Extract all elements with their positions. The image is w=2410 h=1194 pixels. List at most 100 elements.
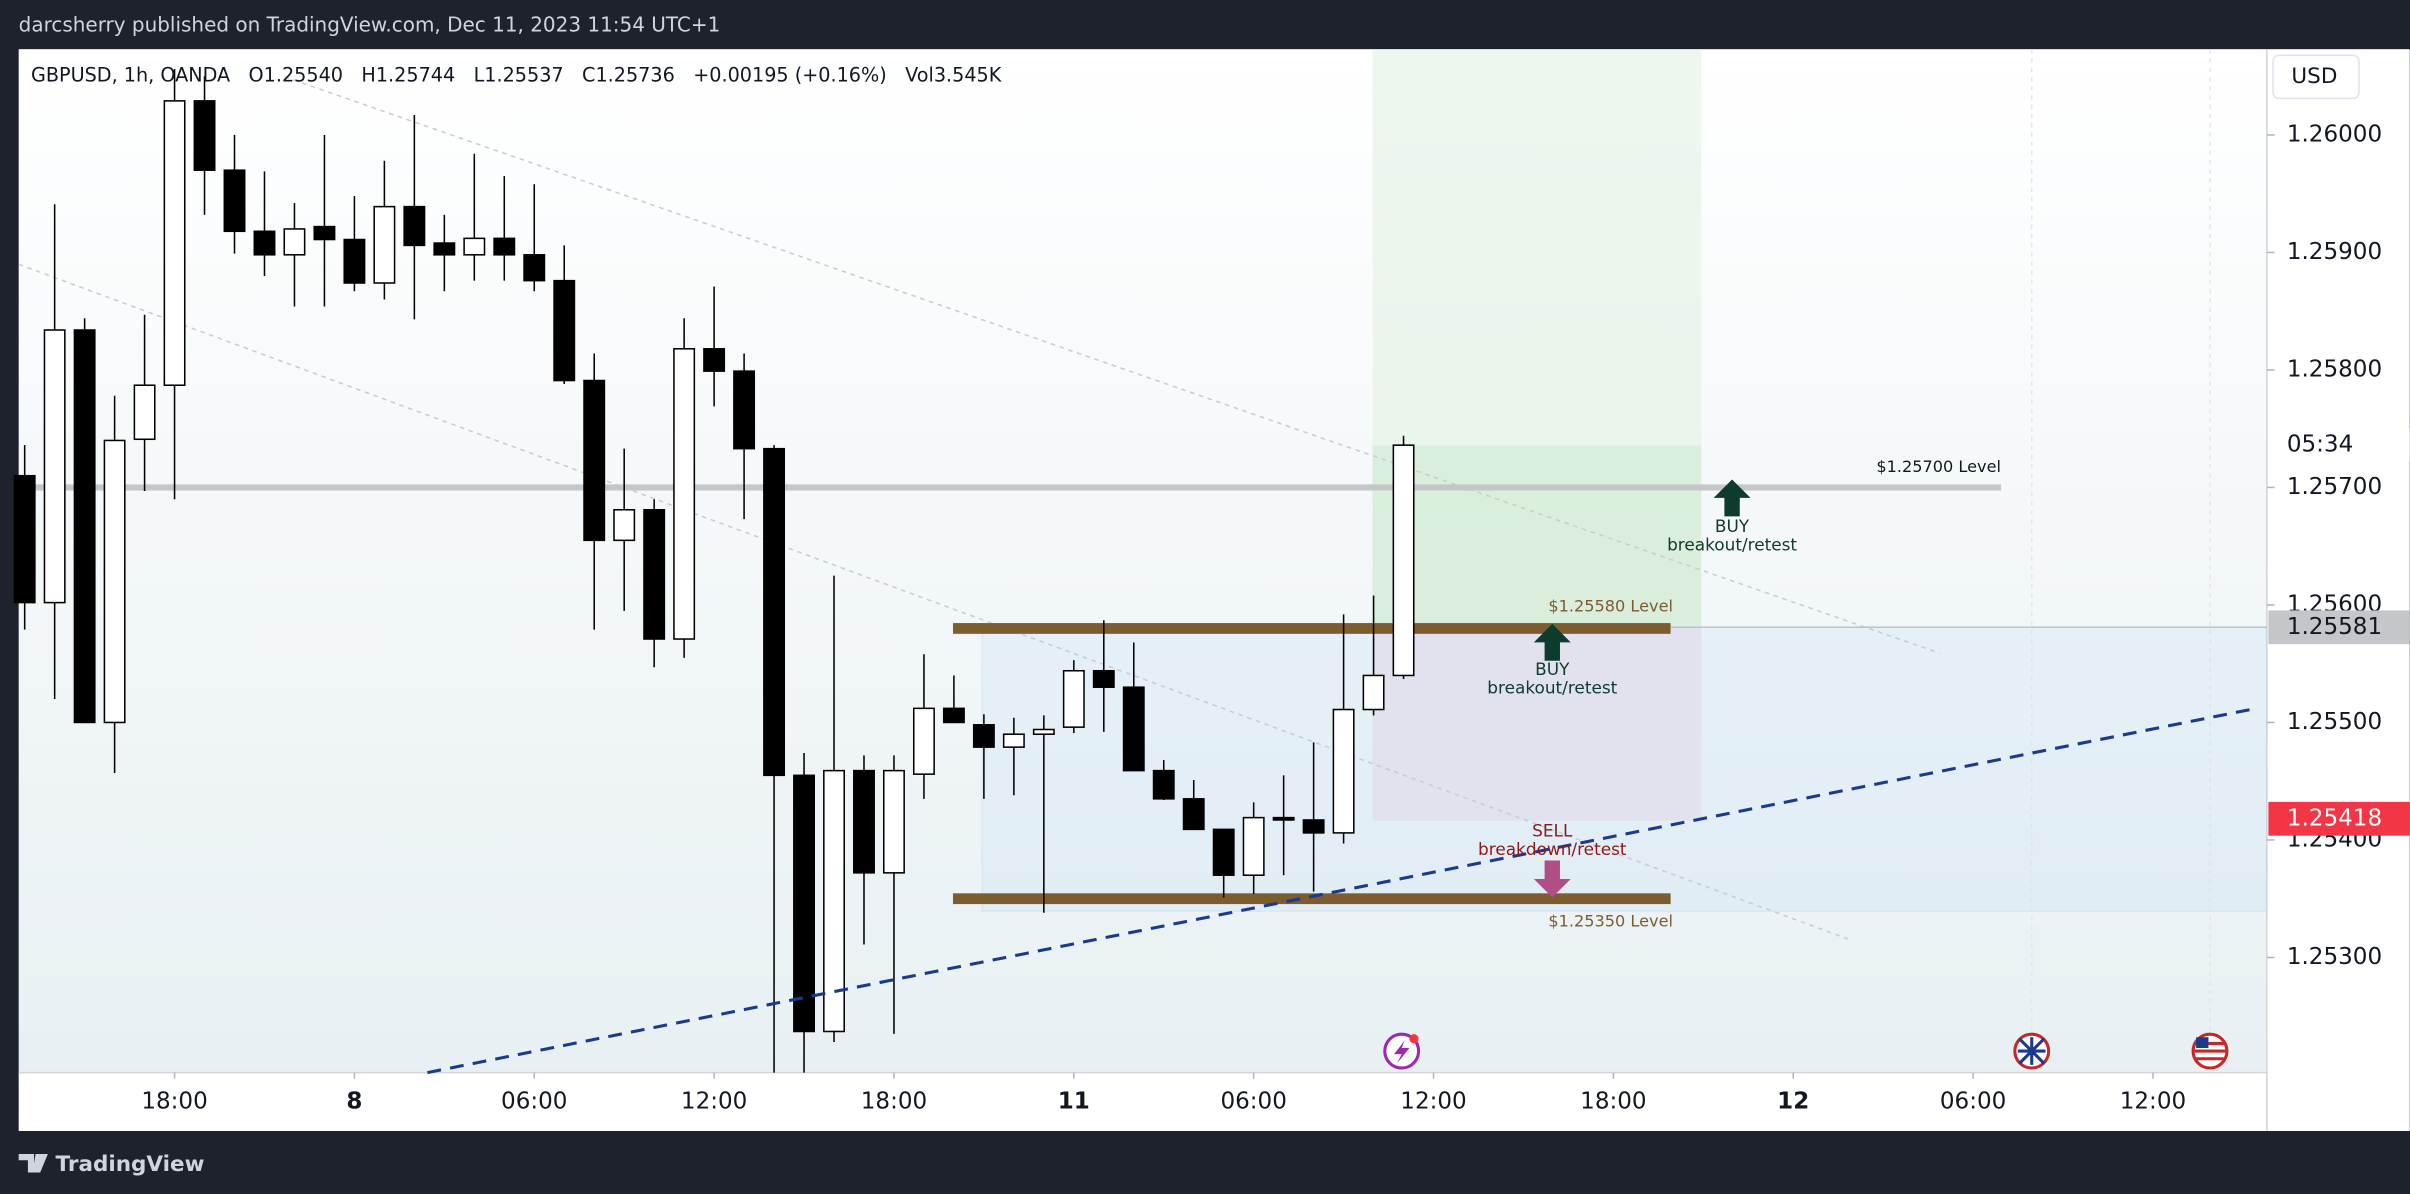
- y-tick-label: 1.25500: [2287, 709, 2382, 735]
- countdown: 05:34: [2287, 432, 2353, 458]
- candle-body: [972, 724, 995, 748]
- candle-body: [613, 509, 636, 542]
- annotation-text: breakout/retest: [1487, 677, 1617, 697]
- candle-body: [912, 707, 935, 775]
- candle-body: [163, 100, 186, 386]
- support-trend-line: [427, 706, 2257, 1075]
- candle-body: [463, 237, 486, 256]
- candle-body: [343, 238, 366, 284]
- sell-arrow: [1533, 860, 1571, 898]
- brand: TradingView: [56, 1152, 205, 1177]
- price-label-box: [2268, 801, 2410, 836]
- annotation-title: SELL: [1532, 820, 1573, 840]
- candle-body: [1362, 674, 1385, 711]
- event-icon-glyph: [1394, 1040, 1410, 1064]
- plot-area: [18, 49, 2267, 1073]
- profit-zone: [1372, 445, 1702, 627]
- candle-body: [673, 348, 696, 640]
- candle-body: [1392, 444, 1415, 677]
- candle-body: [1302, 819, 1325, 834]
- candle-body: [103, 439, 126, 724]
- y-tick-label: 1.25800: [2287, 356, 2382, 382]
- candle-body: [583, 379, 606, 542]
- publisher: darcsherry published on TradingView.com,…: [19, 13, 721, 37]
- legend: GBPUSD, 1h, OANDA O1.25540 H1.25744 L1.2…: [31, 63, 1002, 86]
- candles: [13, 69, 1415, 1073]
- target-zone: [1372, 49, 1702, 446]
- candle-body: [883, 769, 905, 874]
- candle-body: [493, 237, 516, 256]
- candle-body: [793, 774, 816, 1033]
- x-tick-label: 18:00: [141, 1088, 207, 1114]
- candle-body: [1092, 669, 1115, 688]
- x-tick-label: 18:00: [861, 1088, 927, 1114]
- x-tick-label: 8: [346, 1088, 362, 1114]
- candle-body: [193, 100, 216, 171]
- candle-body: [1182, 798, 1205, 831]
- countdown-box: [2268, 428, 2410, 463]
- level-label: $1.25700 Level: [1876, 457, 2001, 476]
- candle-body: [1272, 816, 1295, 821]
- candle-body: [523, 254, 546, 282]
- level-line: [18, 484, 2002, 491]
- candle-body: [13, 474, 36, 604]
- candle-body: [223, 169, 246, 233]
- legend-close: C1.25736: [582, 63, 675, 86]
- candle-body: [283, 228, 306, 256]
- legend-change: +0.00195 (+0.16%): [693, 63, 887, 86]
- candle-body: [1242, 816, 1265, 876]
- event-icon-glyph: [2196, 1037, 2209, 1049]
- event-dot: [1409, 1034, 1419, 1044]
- price-axis: [2266, 49, 2410, 1131]
- trend-line: [284, 76, 1940, 654]
- candle-body: [253, 230, 276, 256]
- annotations: BUY breakout/retest BUY breakout/retest …: [1478, 516, 1797, 859]
- x-tick-label: 12:00: [681, 1088, 747, 1114]
- candle-body: [1032, 728, 1055, 735]
- candle-body: [43, 329, 66, 604]
- annotation-title: BUY: [1535, 659, 1570, 679]
- buy-arrow: [1533, 623, 1571, 661]
- x-tick-label: 12: [1777, 1088, 1809, 1114]
- level-line: [952, 623, 1671, 634]
- time-axis: [18, 1072, 2267, 1131]
- candle-body: [1332, 708, 1355, 834]
- y-tick-label: 1.25300: [2287, 944, 2382, 970]
- currency-button[interactable]: [2272, 54, 2360, 100]
- symbol: GBPUSD, 1h, OANDA: [31, 63, 230, 86]
- x-tick-label: 11: [1058, 1088, 1090, 1114]
- candle-body: [313, 225, 336, 241]
- buy-arrow: [1713, 479, 1751, 517]
- x-tick-label: 12:00: [2120, 1088, 2186, 1114]
- candle-body: [1062, 669, 1085, 728]
- price-label-box: [2268, 610, 2410, 645]
- stop-zone: [1372, 626, 1702, 821]
- levels: $1.25700 Level $1.25580 Level $1.25350 Lev…: [18, 457, 2002, 930]
- x-tick-label: 06:00: [1940, 1088, 2006, 1114]
- legend-volume: Vol3.545K: [905, 63, 1002, 86]
- level-line: [952, 893, 1671, 905]
- y-tick-label: 1.26000: [2287, 121, 2382, 147]
- legend-open: O1.25540: [249, 63, 343, 86]
- event-icon-glyph: [2017, 1037, 2046, 1065]
- candle-body: [1212, 828, 1235, 876]
- currency[interactable]: USD: [2291, 64, 2337, 89]
- annotation-title: BUY: [1715, 516, 1750, 536]
- candle-body: [1122, 686, 1145, 772]
- candle-body: [133, 384, 156, 441]
- candle-body: [553, 279, 576, 382]
- brand-logo: [18, 1154, 48, 1173]
- candle-body: [733, 370, 756, 450]
- x-tick-label: 06:00: [501, 1088, 567, 1114]
- candle-body: [403, 205, 426, 247]
- candle-body: [763, 447, 786, 777]
- candle-body: [942, 707, 965, 724]
- candle-body: [1002, 733, 1025, 748]
- y-tick-label: 1.25900: [2287, 239, 2382, 265]
- level-label: $1.25350 Level: [1548, 911, 1673, 930]
- annotation-text: breakdown/retest: [1478, 839, 1627, 859]
- candle-body: [703, 348, 726, 372]
- candle-body: [823, 769, 845, 1033]
